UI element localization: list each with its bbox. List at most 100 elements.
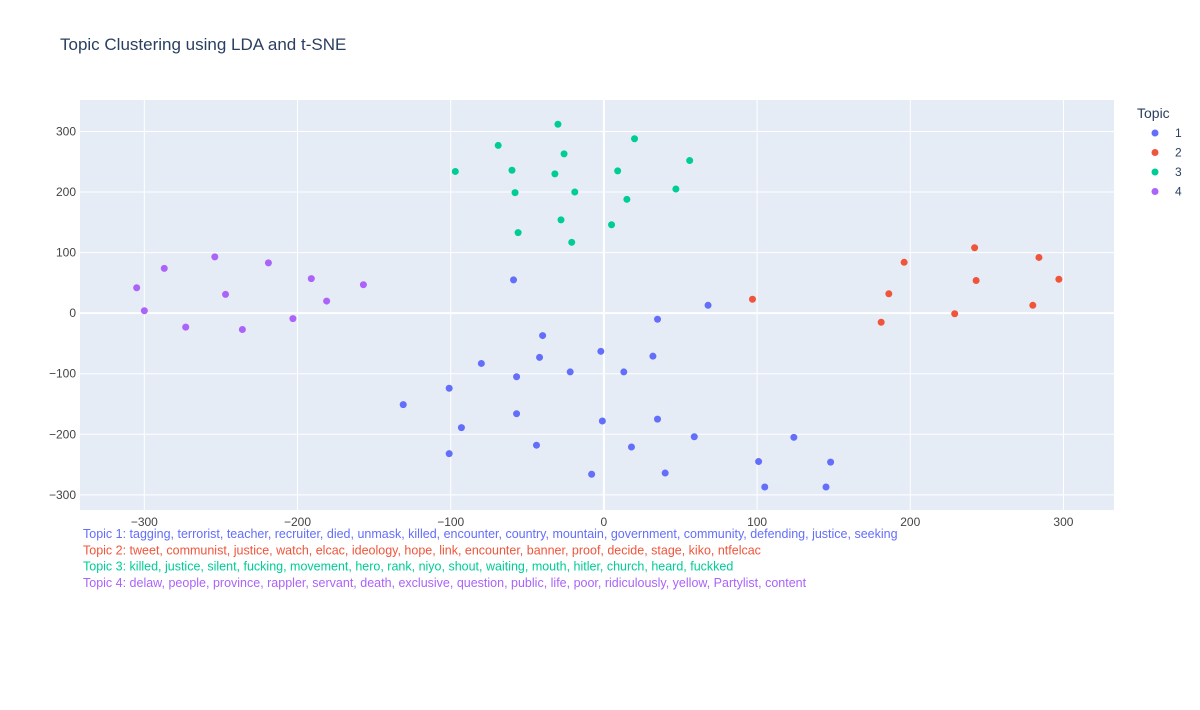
topic-annotation-1: Topic 1: tagging, terrorist, teacher, re… bbox=[83, 527, 898, 541]
point-topic-2[interactable] bbox=[900, 258, 908, 266]
point-topic-1[interactable] bbox=[598, 417, 606, 425]
point-topic-4[interactable] bbox=[140, 307, 148, 315]
point-topic-1[interactable] bbox=[566, 368, 574, 376]
point-topic-3[interactable] bbox=[451, 167, 459, 175]
legend[interactable]: Topic 1 2 3 4 bbox=[1137, 105, 1182, 199]
point-topic-1[interactable] bbox=[755, 458, 763, 466]
point-topic-3[interactable] bbox=[623, 195, 631, 203]
legend-marker-topic-4[interactable] bbox=[1151, 188, 1159, 195]
point-topic-2[interactable] bbox=[877, 318, 885, 326]
point-topic-4[interactable] bbox=[222, 290, 230, 298]
point-topic-4[interactable] bbox=[264, 259, 272, 267]
x-tick-label: 100 bbox=[747, 515, 767, 529]
point-topic-4[interactable] bbox=[289, 315, 297, 323]
point-topic-3[interactable] bbox=[686, 157, 694, 165]
y-tick-label: 100 bbox=[56, 246, 76, 260]
point-topic-1[interactable] bbox=[477, 359, 485, 367]
x-tick-label: 200 bbox=[900, 515, 920, 529]
y-tick-label: 0 bbox=[69, 306, 76, 320]
point-topic-1[interactable] bbox=[790, 433, 798, 441]
legend-label-topic-4[interactable]: 4 bbox=[1175, 185, 1182, 199]
point-topic-1[interactable] bbox=[654, 315, 662, 323]
point-topic-4[interactable] bbox=[160, 264, 168, 272]
y-tick-label: 300 bbox=[56, 124, 76, 138]
x-tick-label: 300 bbox=[1053, 515, 1073, 529]
legend-marker-topic-3[interactable] bbox=[1151, 168, 1159, 176]
point-topic-3[interactable] bbox=[554, 120, 562, 128]
y-tick-label: −100 bbox=[49, 367, 76, 381]
point-topic-2[interactable] bbox=[1029, 301, 1037, 309]
point-topic-1[interactable] bbox=[690, 433, 698, 441]
point-topic-4[interactable] bbox=[238, 326, 246, 334]
point-topic-4[interactable] bbox=[182, 323, 190, 331]
point-topic-3[interactable] bbox=[514, 229, 522, 237]
point-topic-1[interactable] bbox=[654, 415, 662, 423]
point-topic-1[interactable] bbox=[649, 352, 657, 360]
point-topic-2[interactable] bbox=[748, 295, 756, 303]
x-tick-label: 0 bbox=[601, 515, 608, 529]
point-topic-1[interactable] bbox=[822, 483, 830, 491]
legend-marker-topic-2[interactable] bbox=[1151, 149, 1159, 156]
point-topic-1[interactable] bbox=[761, 483, 769, 491]
point-topic-1[interactable] bbox=[399, 401, 407, 409]
legend-label-topic-3[interactable]: 3 bbox=[1175, 165, 1182, 179]
topic-annotation-2: Topic 2: tweet, communist, justice, watc… bbox=[83, 543, 761, 557]
point-topic-3[interactable] bbox=[557, 216, 565, 224]
point-topic-4[interactable] bbox=[133, 284, 141, 292]
grid-lines bbox=[80, 100, 1114, 510]
point-topic-2[interactable] bbox=[885, 290, 893, 298]
point-topic-1[interactable] bbox=[627, 443, 635, 451]
point-topic-1[interactable] bbox=[510, 276, 518, 284]
point-topic-2[interactable] bbox=[951, 310, 959, 318]
x-tick-label: −100 bbox=[437, 515, 464, 529]
point-topic-2[interactable] bbox=[972, 276, 980, 284]
point-topic-4[interactable] bbox=[359, 281, 367, 289]
point-topic-2[interactable] bbox=[1055, 275, 1063, 283]
point-topic-1[interactable] bbox=[445, 384, 453, 392]
legend-marker-topic-1[interactable] bbox=[1151, 129, 1159, 137]
point-topic-1[interactable] bbox=[457, 424, 465, 432]
topic-annotation-3: Topic 3: killed, justice, silent, fuckin… bbox=[83, 560, 733, 574]
point-topic-3[interactable] bbox=[508, 166, 516, 174]
chart-title: Topic Clustering using LDA and t-SNE bbox=[60, 35, 346, 54]
legend-label-topic-2[interactable]: 2 bbox=[1175, 146, 1182, 160]
point-topic-1[interactable] bbox=[532, 441, 540, 449]
point-topic-3[interactable] bbox=[571, 188, 579, 196]
point-topic-1[interactable] bbox=[620, 368, 628, 376]
point-topic-1[interactable] bbox=[704, 301, 712, 309]
point-topic-1[interactable] bbox=[588, 470, 596, 478]
point-topic-1[interactable] bbox=[536, 353, 544, 361]
data-points bbox=[133, 120, 1063, 491]
point-topic-3[interactable] bbox=[568, 238, 576, 246]
point-topic-2[interactable] bbox=[1035, 253, 1043, 261]
point-topic-3[interactable] bbox=[608, 221, 616, 229]
point-topic-3[interactable] bbox=[511, 189, 519, 197]
legend-title: Topic bbox=[1137, 105, 1170, 121]
point-topic-1[interactable] bbox=[827, 458, 835, 466]
plot-background bbox=[80, 100, 1114, 510]
point-topic-1[interactable] bbox=[513, 410, 521, 418]
point-topic-3[interactable] bbox=[672, 185, 680, 193]
point-topic-4[interactable] bbox=[307, 275, 315, 283]
y-tick-label: −200 bbox=[49, 427, 76, 441]
point-topic-2[interactable] bbox=[971, 244, 979, 252]
axis-ticks: −300 −200 −100 0 100 200 300 −300 −200 −100 0 100 20… bbox=[49, 124, 1074, 529]
x-tick-label: −300 bbox=[131, 515, 158, 529]
point-topic-1[interactable] bbox=[661, 469, 669, 477]
point-topic-3[interactable] bbox=[494, 141, 502, 149]
point-topic-3[interactable] bbox=[631, 135, 639, 143]
point-topic-3[interactable] bbox=[560, 150, 568, 158]
point-topic-1[interactable] bbox=[513, 373, 521, 381]
point-topic-3[interactable] bbox=[551, 170, 559, 178]
point-topic-3[interactable] bbox=[614, 167, 622, 175]
x-tick-label: −200 bbox=[284, 515, 311, 529]
point-topic-1[interactable] bbox=[445, 450, 453, 458]
point-topic-4[interactable] bbox=[323, 297, 331, 305]
point-topic-1[interactable] bbox=[539, 332, 547, 340]
point-topic-1[interactable] bbox=[597, 347, 605, 355]
topic-annotations: Topic 1: tagging, terrorist, teacher, re… bbox=[83, 527, 898, 590]
legend-label-topic-1[interactable]: 1 bbox=[1175, 126, 1182, 140]
point-topic-4[interactable] bbox=[211, 253, 219, 261]
